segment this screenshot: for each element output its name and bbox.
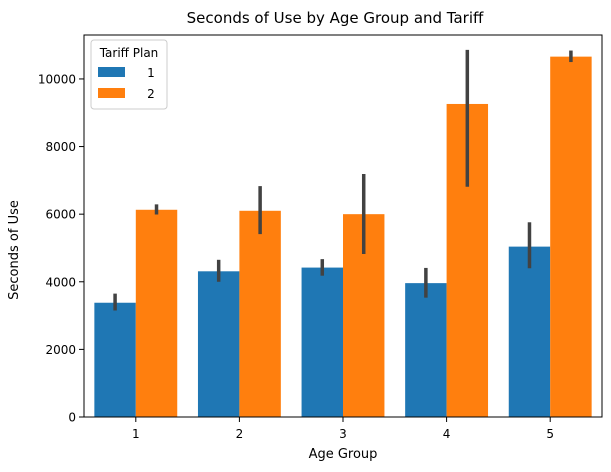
y-tick-label: 4000 xyxy=(45,275,76,289)
y-tick-label: 10000 xyxy=(38,72,76,86)
x-axis-label: Age Group xyxy=(309,447,378,462)
bar-series-1-age-2 xyxy=(197,271,240,417)
x-tick-label: 2 xyxy=(236,427,244,441)
y-tick-label: 0 xyxy=(68,411,76,425)
bar-series-2-age-2 xyxy=(239,210,281,417)
x-tick-label: 4 xyxy=(443,427,451,441)
y-tick-label: 6000 xyxy=(45,208,76,222)
legend-swatch-1 xyxy=(98,67,125,77)
chart-title: Seconds of Use by Age Group and Tariff xyxy=(187,9,484,27)
plot-area xyxy=(83,34,603,418)
x-axis: 1 2 3 4 5 xyxy=(132,417,554,441)
bar-series-1-age-1 xyxy=(94,302,136,417)
bar-series-2-age-1 xyxy=(135,209,178,417)
bar-series-1-age-5 xyxy=(508,246,551,417)
y-axis-label: Seconds of Use xyxy=(7,200,22,300)
y-tick-label: 2000 xyxy=(45,343,76,357)
legend: Tariff Plan 1 2 xyxy=(90,39,168,110)
bar-series-1-age-3 xyxy=(301,267,343,417)
y-tick-label: 8000 xyxy=(45,140,76,154)
legend-title: Tariff Plan xyxy=(99,46,159,60)
legend-label-1: 1 xyxy=(147,66,155,80)
x-tick-label: 3 xyxy=(339,427,347,441)
x-tick-label: 5 xyxy=(546,427,554,441)
legend-swatch-2 xyxy=(98,88,125,98)
bar-series-1-age-4 xyxy=(405,283,447,417)
bar-series-2-age-5 xyxy=(550,56,592,417)
legend-label-2: 2 xyxy=(147,87,155,101)
y-axis: 0 2000 4000 6000 8000 10000 xyxy=(38,72,84,425)
x-tick-label: 1 xyxy=(132,427,140,441)
